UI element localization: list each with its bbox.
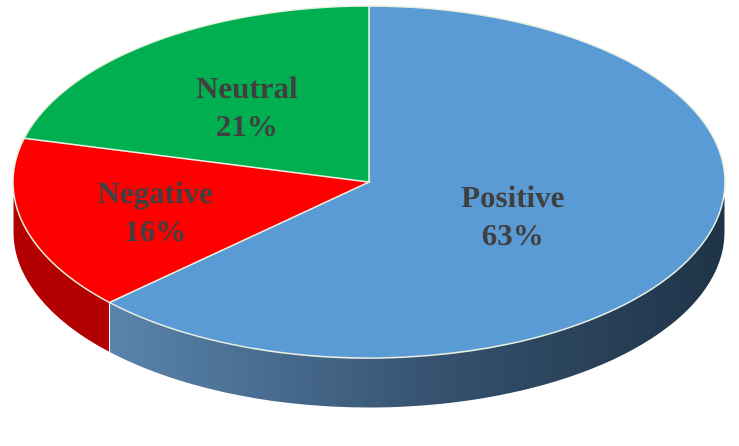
pie-slice-positive bbox=[107, 5, 726, 359]
slice-value-positive: 63% bbox=[482, 217, 544, 252]
pie-slice-neutral bbox=[23, 5, 370, 183]
slice-value-negative: 16% bbox=[124, 213, 186, 248]
pie-tops bbox=[12, 5, 726, 359]
slice-value-neutral: 21% bbox=[216, 108, 278, 143]
slice-label-neutral: Neutral bbox=[196, 70, 298, 105]
slice-label-negative: Negative bbox=[98, 175, 213, 210]
pie-slice-negative bbox=[12, 137, 372, 304]
slice-label-positive: Positive bbox=[461, 179, 564, 214]
